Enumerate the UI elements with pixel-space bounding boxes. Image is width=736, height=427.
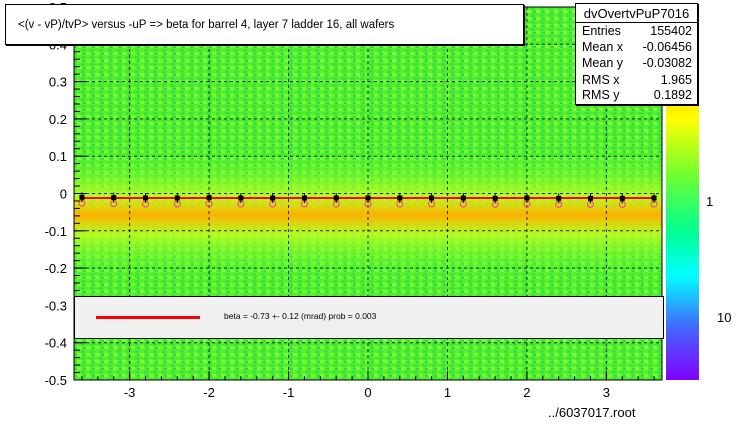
stats-row-mean-y: Mean y -0.03082 — [582, 56, 692, 72]
stats-value: -0.03082 — [642, 56, 692, 70]
chart-title: <(v - vP)/tvP> versus -uP => beta for ba… — [18, 19, 395, 31]
profile-point — [111, 195, 117, 201]
profile-point — [270, 195, 276, 201]
profile-point — [397, 195, 403, 201]
stats-label: RMS x — [582, 73, 620, 87]
file-name-label: ../6037017.root — [548, 405, 636, 420]
fit-legend: beta = -0.73 +- 0.12 (mrad) prob = 0.003 — [74, 296, 664, 339]
stats-row-rms-y: RMS y 0.1892 — [582, 88, 692, 104]
x-tick-label: -1 — [283, 385, 295, 400]
profile-point — [492, 195, 498, 201]
y-tick-label: 0.3 — [49, 75, 67, 90]
profile-point — [587, 195, 593, 201]
stats-box: dvOvertvPuP7016 Entries 155402 Mean x -0… — [575, 3, 698, 105]
profile-point — [429, 195, 435, 201]
y-tick-label: 0.2 — [49, 112, 67, 127]
x-tick-label: 3 — [603, 385, 610, 400]
profile-point — [651, 195, 657, 201]
profile-point — [238, 195, 244, 201]
x-tick-label: 0 — [364, 385, 371, 400]
stats-label: Entries — [582, 24, 621, 38]
x-tick-label: -3 — [124, 385, 136, 400]
x-tick-label: 2 — [523, 385, 530, 400]
stats-histogram-name: dvOvertvPuP7016 — [583, 6, 690, 21]
stats-value: 0.1892 — [653, 88, 692, 102]
profile-point — [143, 195, 149, 201]
profile-point — [524, 195, 530, 201]
fit-legend-text: beta = -0.73 +- 0.12 (mrad) prob = 0.003 — [224, 311, 377, 321]
stats-row-rms-x: RMS x 1.965 — [582, 73, 692, 89]
profile-point — [619, 195, 625, 201]
stats-label: RMS y — [582, 88, 620, 102]
profile-point — [79, 194, 85, 200]
profile-point — [174, 195, 180, 201]
x-axis: -3 -2 -1 0 1 2 3 — [81, 371, 655, 400]
stats-row-mean-x: Mean x -0.06456 — [582, 40, 692, 56]
y-tick-label: -0.4 — [45, 336, 67, 351]
x-tick-label: -2 — [203, 385, 215, 400]
profile-point — [460, 195, 466, 201]
profile-point — [206, 195, 212, 201]
y-tick-label: 0 — [60, 187, 67, 202]
profile-point — [556, 195, 562, 201]
x-tick-label: 1 — [444, 385, 451, 400]
profile-series — [78, 192, 658, 208]
y-tick-label: 0.1 — [49, 149, 67, 164]
profile-point — [333, 195, 339, 201]
chart-title-box: <(v - vP)/tvP> versus -uP => beta for ba… — [5, 4, 524, 45]
y-tick-label: -0.3 — [45, 298, 67, 313]
stats-value: 1.965 — [660, 73, 692, 87]
stats-row-entries: Entries 155402 — [582, 24, 692, 40]
palette-tick-label: 10 — [717, 310, 731, 325]
y-tick-label: -0.1 — [45, 224, 67, 239]
y-tick-label: -0.5 — [45, 373, 67, 388]
stats-label: Mean y — [582, 56, 623, 70]
stats-value: 155402 — [650, 24, 692, 38]
y-tick-label: -0.2 — [45, 261, 67, 276]
palette-tick-label: 1 — [706, 194, 713, 209]
stats-value: -0.06456 — [642, 40, 692, 54]
stats-label: Mean x — [582, 40, 623, 54]
profile-point — [365, 195, 371, 201]
fit-legend-line — [96, 316, 200, 319]
stats-divider — [576, 22, 697, 23]
profile-point — [301, 195, 307, 201]
